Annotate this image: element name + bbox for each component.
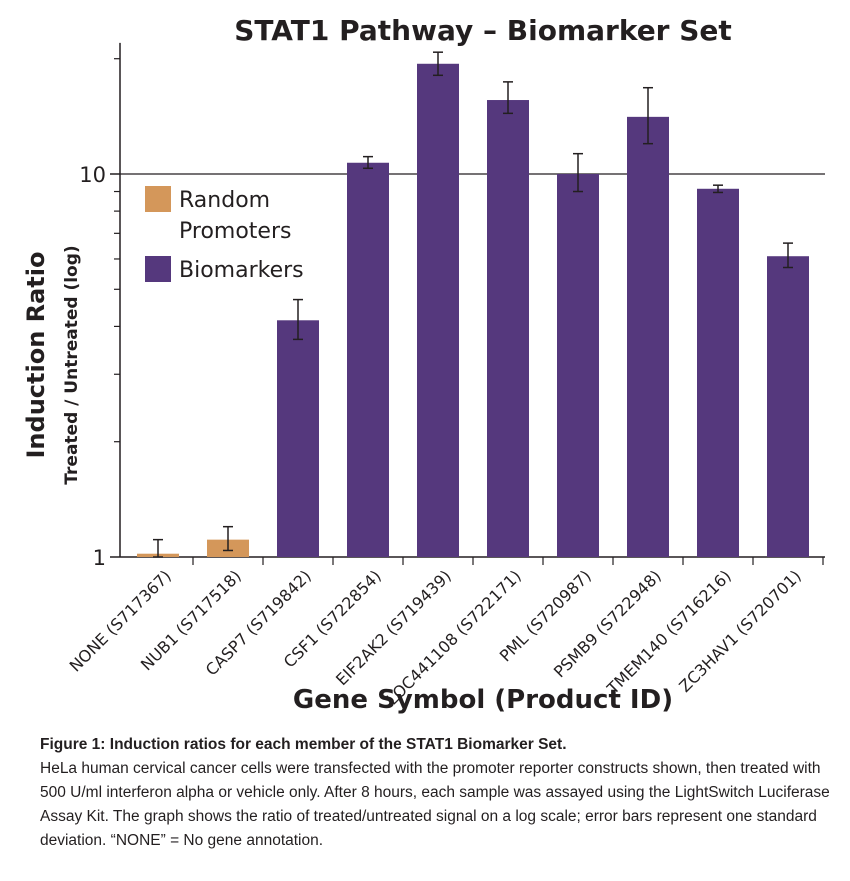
chart-title: STAT1 Pathway – Biomarker Set [234,14,732,47]
y-axis-label: Induction Ratio Treated / Untreated (log… [22,245,82,484]
bar [277,320,319,557]
bar [417,63,459,557]
bar-chart: STAT1 Pathway – Biomarker Set Induction … [22,14,825,715]
y-tick-label: 10 [79,163,106,187]
legend-label: Biomarkers [179,258,304,283]
bar [347,162,389,557]
legend: Random Promoters Biomarkers [145,186,304,283]
bar [487,100,529,558]
bar [767,256,809,557]
y-axis-subtitle: Treated / Untreated (log) [62,245,82,484]
figure-caption: Figure 1: Induction ratios for each memb… [40,733,840,853]
caption-heading: Figure 1: Induction ratios for each memb… [40,736,567,753]
x-tick-label: TMEM140 (S716216) [603,566,735,698]
legend-swatch [145,256,171,282]
legend-label: Promoters [179,219,291,244]
bar [557,174,599,557]
y-axis-title: Induction Ratio [22,252,50,459]
bar [697,188,739,557]
legend-swatch [145,186,171,212]
caption-body: HeLa human cervical cancer cells were tr… [40,760,830,849]
x-axis-title: Gene Symbol (Product ID) [293,685,673,715]
bar [627,116,669,557]
x-tick-label: EIF2AK2 (S719439) [332,566,455,689]
y-tick-label: 1 [93,546,106,570]
x-tick-label: ZC3HAV1 (S720701) [675,566,805,696]
legend-label: Random [179,188,270,213]
